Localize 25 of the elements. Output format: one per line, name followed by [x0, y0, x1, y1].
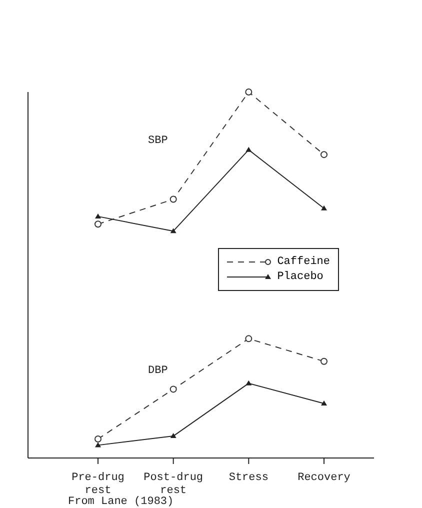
point — [170, 433, 176, 438]
point — [245, 335, 252, 342]
point — [94, 435, 102, 442]
point — [321, 400, 327, 406]
x-tick-label: Stress — [228, 472, 268, 484]
point — [246, 146, 252, 152]
point — [170, 228, 176, 234]
point — [94, 220, 102, 228]
point — [321, 205, 327, 210]
x-tick-label: Recovery — [298, 472, 351, 484]
x-tick-label: Pre-drug rest — [72, 472, 124, 497]
point — [95, 442, 101, 448]
point — [170, 386, 177, 393]
point — [320, 151, 328, 158]
annotation: DBP — [148, 365, 168, 377]
point — [170, 196, 177, 203]
point — [320, 358, 328, 365]
point — [95, 213, 101, 218]
legend-label: Caffeine — [277, 256, 330, 268]
x-tick-label: Post-drug rest — [144, 472, 204, 497]
point — [245, 88, 252, 96]
text: From Lane (1983) — [68, 496, 175, 508]
legend-label: Placebo — [277, 271, 324, 283]
annotation: SBP — [148, 135, 168, 147]
point — [246, 380, 252, 386]
